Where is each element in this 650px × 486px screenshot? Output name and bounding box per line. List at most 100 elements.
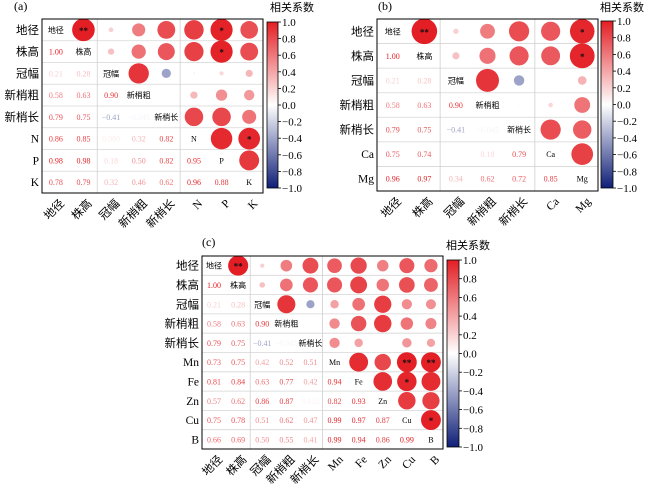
colorbar-bar <box>446 259 460 448</box>
significance-mark: * <box>580 52 585 62</box>
correlation-circle <box>400 317 414 330</box>
correlation-circle <box>107 48 115 55</box>
row-label: 新梢长 <box>5 110 40 124</box>
correlation-circle <box>302 277 318 293</box>
column-label: 冠幅 <box>442 195 467 220</box>
colorbar-bar <box>266 21 279 189</box>
significance-mark: * <box>580 27 585 37</box>
correlation-circle <box>399 277 415 293</box>
correlation-circle <box>426 338 436 347</box>
correlation-circle <box>240 21 259 39</box>
column-label: 新梢粗 <box>116 196 151 231</box>
correlation-value: 0.97 <box>417 175 431 184</box>
colorbar-tick-label: 0.2 <box>617 83 631 95</box>
correlation-value: 0.62 <box>159 178 173 187</box>
correlation-value: 0.75 <box>231 339 245 348</box>
correlation-circle <box>421 352 441 373</box>
correlation-value: 0.95 <box>187 156 201 165</box>
correlation-circle <box>518 104 520 106</box>
significance-mark: ** <box>234 262 244 272</box>
diagonal-label: Zn <box>378 397 387 406</box>
correlation-circle <box>157 20 176 39</box>
row-label: 地径 <box>16 24 39 37</box>
column-label: N <box>191 197 206 212</box>
correlation-circle <box>242 109 257 124</box>
correlation-circle <box>509 46 529 66</box>
correlation-value: 0.055 <box>301 397 319 406</box>
row-label: Mg <box>358 174 374 186</box>
correlation-value: 0.79 <box>512 150 526 159</box>
matrix-frame <box>201 255 444 450</box>
correlation-value: 0.99 <box>328 416 342 425</box>
diagonal-label: 株高 <box>230 280 246 290</box>
row-label: 株高 <box>351 49 374 63</box>
column-label: Ca <box>544 196 562 214</box>
correlation-value: 0.85 <box>544 175 558 184</box>
diagonal-label: 地径 <box>206 261 222 271</box>
correlation-circle <box>184 20 204 40</box>
significance-mark: * <box>219 26 224 36</box>
correlation-value: 0.66 <box>207 435 221 444</box>
correlation-circle <box>243 89 255 101</box>
diagonal-label: Ca <box>546 150 555 159</box>
correlation-circle <box>239 150 260 171</box>
column-label: 株高 <box>223 452 249 478</box>
correlation-value: 0.87 <box>376 416 390 425</box>
correlation-circle <box>184 107 204 127</box>
correlation-value: 0.75 <box>231 358 245 367</box>
correlation-circle <box>210 18 233 41</box>
correlation-circle <box>374 353 391 371</box>
correlation-value: 0.94 <box>328 377 342 386</box>
correlation-circle <box>374 295 392 313</box>
column-label: Zn <box>376 454 394 472</box>
diagonal-label: Cu <box>402 416 411 425</box>
column-label: P <box>220 198 233 211</box>
correlation-value: 0.63 <box>231 320 245 329</box>
colorbar-tick-label: −0.4 <box>282 133 302 145</box>
diagonal-label: 新梢粗 <box>274 319 298 329</box>
colorbar-tick-label: 1.0 <box>463 255 477 267</box>
correlation-value: 0.72 <box>512 175 526 184</box>
correlation-value: 0.69 <box>231 435 245 444</box>
colorbar: 相关系数 1.0 0.8 0.6 0.4 0.2 0.0 −0.2 −0.4 −0.6 −0.8 −1… <box>446 238 490 454</box>
diagonal-label: Mn <box>329 358 340 367</box>
correlation-circle <box>508 21 530 42</box>
correlation-value: 0.74 <box>417 150 431 159</box>
panel-tag: (b) <box>378 0 392 13</box>
diagonal-label: N <box>191 135 197 144</box>
row-label: Zn <box>186 396 199 408</box>
row-label: Cu <box>186 415 200 427</box>
correlation-value: 0.58 <box>49 91 63 100</box>
colorbar-tick-label: −0.4 <box>617 133 637 145</box>
correlation-circle <box>329 318 340 329</box>
correlation-circle <box>72 18 95 42</box>
colorbar-title: 相关系数 <box>446 238 490 252</box>
diagonal-label: B <box>428 435 433 444</box>
column-label: 新梢长 <box>143 196 178 231</box>
correlation-circle <box>398 392 416 410</box>
correlation-value: 0.90 <box>449 101 463 110</box>
column-label: B <box>428 453 442 467</box>
correlation-circle <box>329 337 340 348</box>
significance-mark: * <box>405 377 410 387</box>
correlation-circle <box>374 314 392 333</box>
correlation-value: 0.21 <box>207 300 221 309</box>
diagonal-label: 冠幅 <box>103 68 119 78</box>
correlation-value: 0.99 <box>328 435 342 444</box>
correlation-value: 0.62 <box>231 397 245 406</box>
correlation-circle <box>569 43 595 69</box>
correlation-value: 0.82 <box>159 135 173 144</box>
correlation-circle <box>240 42 259 61</box>
correlation-value: 0.79 <box>207 339 221 348</box>
column-label: 株高 <box>68 196 94 222</box>
row-label: Ca <box>361 149 374 161</box>
correlation-value: 0.96 <box>386 175 400 184</box>
row-label: 新梢粗 <box>5 88 40 102</box>
colorbar-title: 相关系数 <box>270 0 314 14</box>
colorbar-tick-label: 0.6 <box>463 292 477 304</box>
correlation-circle <box>541 21 561 41</box>
row-label: 新梢粗 <box>340 98 375 112</box>
correlation-value: 0.42 <box>303 377 317 386</box>
diagonal-label: 株高 <box>75 47 91 57</box>
correlation-circle <box>132 23 146 37</box>
